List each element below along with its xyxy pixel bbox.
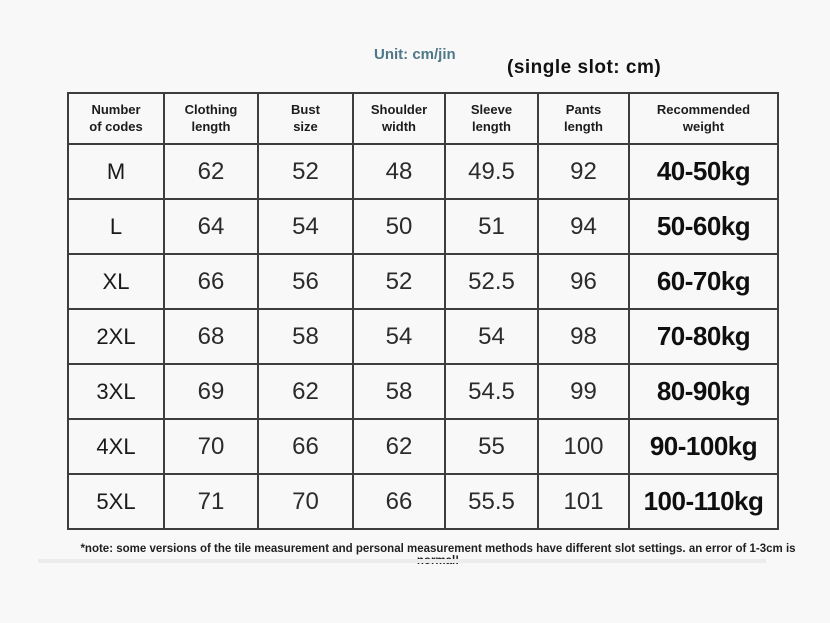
pants-length-cell: 98 [537, 308, 630, 365]
clothing-length-cell: 69 [163, 363, 259, 420]
sleeve-length-cell: 49.5 [444, 143, 539, 200]
table-row: XL 66 56 52 52.5 96 60-70kg [67, 253, 779, 310]
unit-label: Unit: cm/jin [374, 46, 456, 63]
pants-length-cell: 96 [537, 253, 630, 310]
pants-length-cell: 100 [537, 418, 630, 475]
sleeve-length-cell: 55 [444, 418, 539, 475]
table-row: L 64 54 50 51 94 50-60kg [67, 198, 779, 255]
pants-length-cell: 92 [537, 143, 630, 200]
shoulder-width-cell: 66 [352, 473, 446, 530]
footnote: *note: some versions of the tile measure… [80, 543, 796, 567]
pants-length-cell: 94 [537, 198, 630, 255]
recommended-weight-cell: 60-70kg [628, 253, 779, 310]
recommended-weight-cell: 100-110kg [628, 473, 779, 530]
col-header-bust-size: Bust size [257, 92, 354, 145]
bust-size-cell: 58 [257, 308, 354, 365]
clothing-length-cell: 68 [163, 308, 259, 365]
bust-size-cell: 56 [257, 253, 354, 310]
clothing-length-cell: 62 [163, 143, 259, 200]
single-slot-label: (single slot: cm) [507, 57, 662, 78]
clothing-length-cell: 64 [163, 198, 259, 255]
size-code-cell: M [67, 143, 165, 200]
table-row: 2XL 68 58 54 54 98 70-80kg [67, 308, 779, 365]
pants-length-cell: 101 [537, 473, 630, 530]
recommended-weight-cell: 40-50kg [628, 143, 779, 200]
clothing-length-cell: 71 [163, 473, 259, 530]
shoulder-width-cell: 52 [352, 253, 446, 310]
shoulder-width-cell: 50 [352, 198, 446, 255]
size-code-cell: L [67, 198, 165, 255]
sleeve-length-cell: 54 [444, 308, 539, 365]
recommended-weight-cell: 50-60kg [628, 198, 779, 255]
sleeve-length-cell: 51 [444, 198, 539, 255]
clothing-length-cell: 66 [163, 253, 259, 310]
size-code-cell: 4XL [67, 418, 165, 475]
col-header-sleeve-length: Sleeve length [444, 92, 539, 145]
col-header-pants-length: Pants length [537, 92, 630, 145]
pants-length-cell: 99 [537, 363, 630, 420]
size-table: Number of codes Clothing length Bust siz… [67, 92, 779, 530]
shoulder-width-cell: 62 [352, 418, 446, 475]
recommended-weight-cell: 90-100kg [628, 418, 779, 475]
size-code-cell: 3XL [67, 363, 165, 420]
bust-size-cell: 62 [257, 363, 354, 420]
sleeve-length-cell: 52.5 [444, 253, 539, 310]
divider-line [38, 559, 766, 563]
col-header-number-of-codes: Number of codes [67, 92, 165, 145]
table-row: 3XL 69 62 58 54.5 99 80-90kg [67, 363, 779, 420]
size-code-cell: 2XL [67, 308, 165, 365]
table-header-row: Number of codes Clothing length Bust siz… [67, 92, 779, 145]
table-row: 4XL 70 66 62 55 100 90-100kg [67, 418, 779, 475]
clothing-length-cell: 70 [163, 418, 259, 475]
bust-size-cell: 70 [257, 473, 354, 530]
bust-size-cell: 66 [257, 418, 354, 475]
sleeve-length-cell: 54.5 [444, 363, 539, 420]
col-header-clothing-length: Clothing length [163, 92, 259, 145]
bust-size-cell: 52 [257, 143, 354, 200]
shoulder-width-cell: 54 [352, 308, 446, 365]
size-code-cell: XL [67, 253, 165, 310]
recommended-weight-cell: 70-80kg [628, 308, 779, 365]
col-header-recommended-weight: Recommended weight [628, 92, 779, 145]
table-row: M 62 52 48 49.5 92 40-50kg [67, 143, 779, 200]
table-row: 5XL 71 70 66 55.5 101 100-110kg [67, 473, 779, 530]
shoulder-width-cell: 58 [352, 363, 446, 420]
recommended-weight-cell: 80-90kg [628, 363, 779, 420]
bust-size-cell: 54 [257, 198, 354, 255]
size-code-cell: 5XL [67, 473, 165, 530]
shoulder-width-cell: 48 [352, 143, 446, 200]
sleeve-length-cell: 55.5 [444, 473, 539, 530]
col-header-shoulder-width: Shoulder width [352, 92, 446, 145]
